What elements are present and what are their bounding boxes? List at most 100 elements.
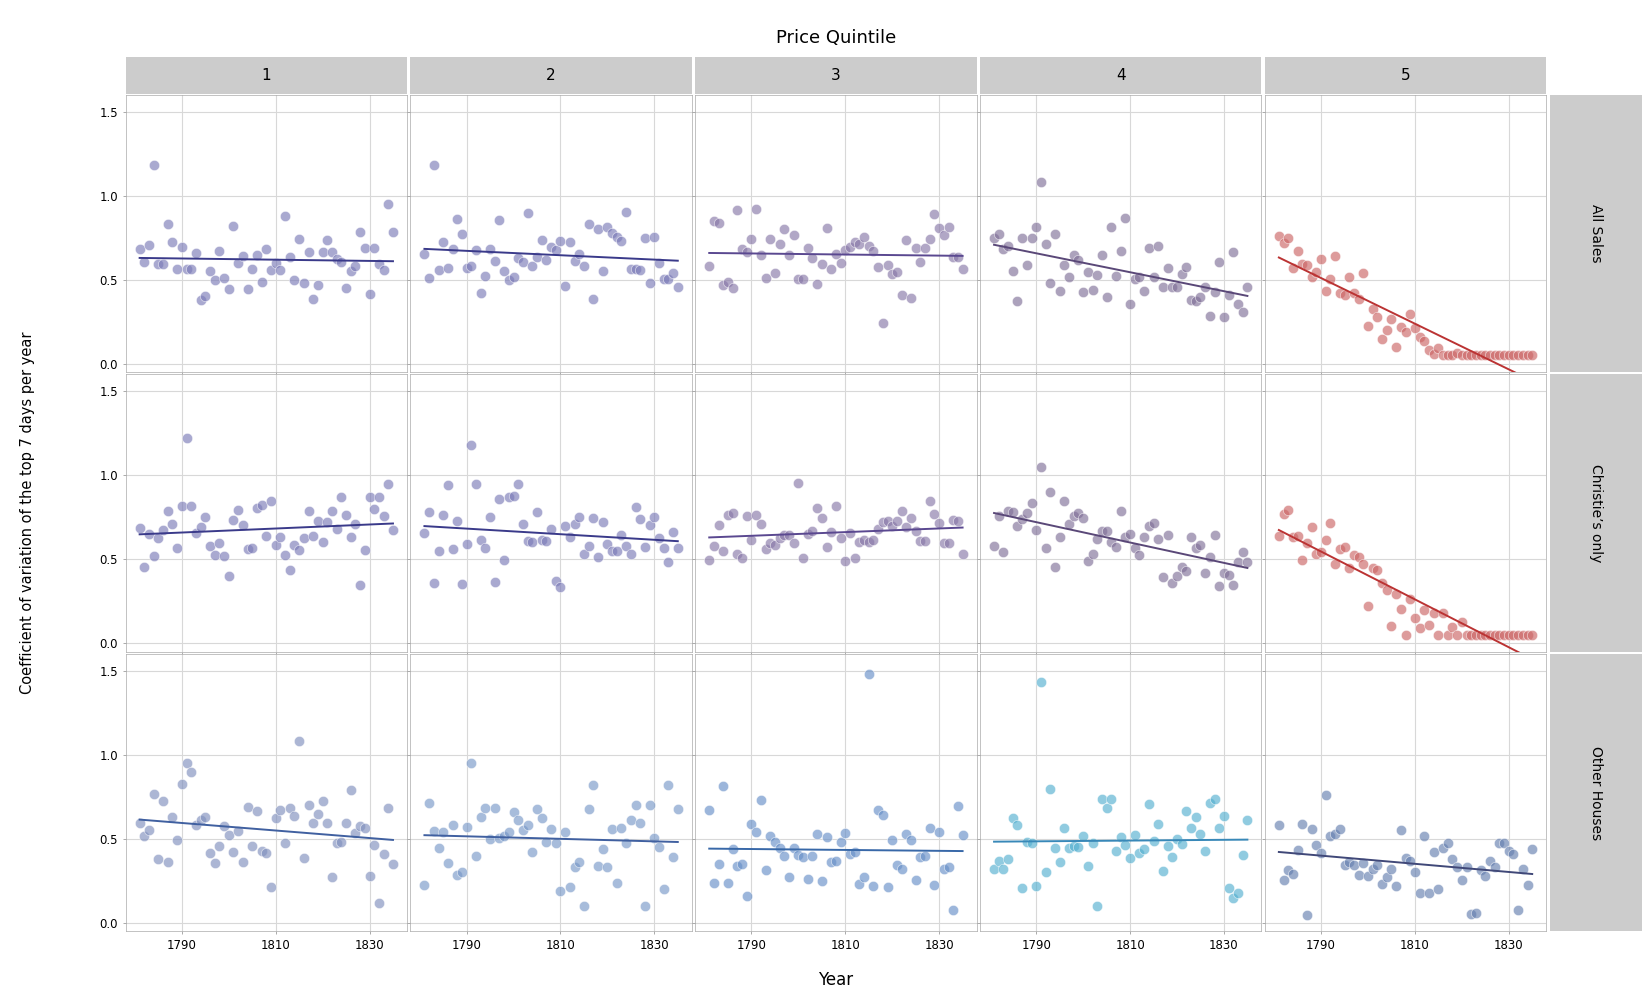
Point — [1350, 556, 1376, 573]
Point — [646, 839, 672, 855]
Point — [874, 513, 900, 529]
Point — [1270, 235, 1297, 251]
Point — [244, 803, 271, 820]
Point — [235, 280, 261, 296]
Point — [720, 505, 747, 521]
Point — [449, 576, 476, 592]
Point — [215, 280, 241, 296]
Point — [365, 256, 392, 272]
Point — [273, 209, 299, 225]
Point — [795, 525, 821, 541]
Point — [1173, 259, 1199, 275]
Point — [230, 517, 256, 533]
Point — [889, 862, 915, 878]
Point — [1009, 231, 1036, 247]
Point — [370, 508, 396, 524]
Point — [159, 809, 185, 826]
Point — [1434, 835, 1460, 851]
Point — [838, 525, 864, 541]
Point — [884, 857, 910, 873]
Point — [1042, 558, 1069, 575]
Point — [795, 240, 821, 256]
Point — [659, 265, 686, 281]
Point — [1234, 279, 1260, 295]
Point — [1411, 333, 1437, 349]
Point — [805, 826, 831, 842]
Point — [1360, 861, 1386, 877]
Point — [1459, 627, 1485, 643]
Point — [1518, 348, 1545, 364]
Point — [1332, 286, 1358, 302]
Point — [1046, 854, 1072, 870]
Point — [1444, 345, 1470, 361]
Point — [463, 476, 489, 492]
Point — [263, 536, 289, 552]
Point — [253, 527, 279, 543]
Point — [608, 233, 634, 249]
Point — [183, 817, 210, 834]
Point — [623, 796, 649, 812]
Point — [1163, 279, 1189, 295]
Point — [140, 157, 167, 173]
Point — [458, 436, 484, 453]
Point — [1298, 268, 1325, 284]
Point — [771, 221, 798, 237]
Point — [453, 260, 479, 276]
Point — [1515, 348, 1541, 364]
Point — [608, 820, 634, 836]
Point — [514, 816, 540, 833]
Point — [1308, 251, 1335, 267]
Point — [215, 827, 241, 843]
Point — [710, 277, 737, 293]
Point — [1411, 602, 1437, 618]
Point — [1229, 544, 1256, 560]
Point — [813, 538, 839, 554]
Point — [225, 502, 251, 518]
Point — [1206, 579, 1232, 595]
Point — [1284, 842, 1310, 858]
Point — [785, 847, 811, 863]
Point — [1018, 230, 1044, 246]
Point — [1421, 346, 1447, 362]
Point — [1132, 841, 1158, 857]
Text: 3: 3 — [831, 69, 841, 83]
Point — [695, 258, 722, 274]
Point — [580, 510, 606, 526]
Point — [623, 261, 649, 277]
Point — [990, 543, 1016, 559]
Point — [861, 243, 887, 259]
Point — [145, 851, 172, 867]
Point — [715, 875, 742, 891]
Point — [187, 811, 213, 828]
Point — [1393, 627, 1419, 643]
Point — [187, 519, 213, 535]
Point — [940, 249, 966, 265]
Point — [1066, 505, 1092, 521]
Point — [1388, 602, 1414, 618]
Point — [628, 814, 654, 831]
Point — [439, 817, 466, 834]
Point — [1196, 795, 1222, 811]
Point — [1028, 174, 1054, 191]
Point — [1275, 862, 1302, 878]
Point — [332, 280, 358, 296]
Point — [370, 262, 396, 278]
Point — [1042, 840, 1069, 856]
Point — [1490, 627, 1517, 643]
Point — [1421, 605, 1447, 621]
Point — [215, 568, 241, 584]
Point — [1117, 525, 1143, 541]
Point — [771, 848, 798, 864]
Point — [1117, 296, 1143, 312]
Point — [430, 234, 456, 250]
Point — [1505, 627, 1531, 643]
Point — [990, 241, 1016, 257]
Point — [776, 869, 803, 885]
Point — [1032, 236, 1059, 252]
Point — [641, 509, 667, 525]
Text: 2: 2 — [547, 69, 557, 83]
Point — [999, 504, 1026, 520]
Point — [342, 826, 368, 842]
Point — [1229, 847, 1256, 863]
Point — [869, 316, 895, 332]
